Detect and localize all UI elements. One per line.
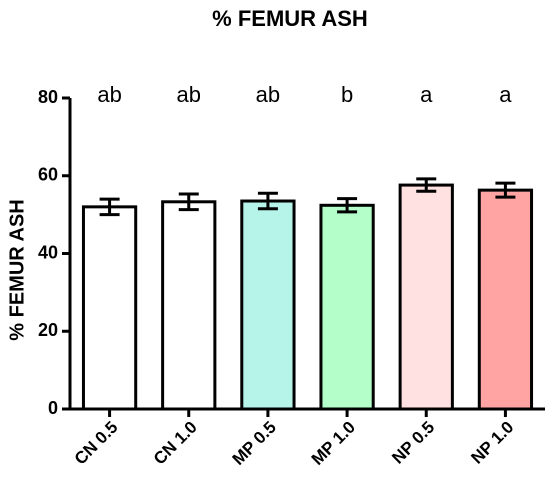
chart-title: % FEMUR ASH (212, 6, 368, 31)
x-tick-label: NP 0.5 (388, 418, 438, 468)
x-tick-label: CN 0.5 (71, 418, 122, 469)
bar (319, 203, 375, 411)
letter-annotation: b (341, 82, 353, 107)
error-bar (178, 192, 199, 212)
y-tick-label: 20 (38, 320, 58, 340)
bar (161, 200, 217, 411)
error-bar (416, 177, 437, 193)
y-tick-label: 60 (38, 165, 58, 185)
letter-annotation: a (420, 82, 433, 107)
bar (81, 205, 138, 411)
y-tick-label: 80 (38, 87, 58, 107)
y-tick-label: 0 (48, 398, 58, 418)
x-tick-label: MP 1.0 (308, 418, 359, 469)
bar (398, 183, 454, 411)
x-tick-label: MP 0.5 (229, 418, 280, 469)
bar (240, 199, 296, 411)
error-bar (495, 181, 516, 199)
x-tick-label: NP 1.0 (467, 418, 517, 468)
letter-annotation: ab (177, 82, 201, 107)
letter-annotation: a (499, 82, 512, 107)
error-bar (99, 197, 120, 217)
bar (477, 188, 534, 411)
y-axis-label: % FEMUR ASH (6, 199, 28, 340)
error-bar (257, 191, 278, 211)
y-tick-label: 40 (38, 242, 58, 262)
letter-annotation: ab (97, 82, 121, 107)
error-bar (337, 197, 358, 214)
x-tick-label: CN 1.0 (150, 418, 201, 469)
letter-annotation: ab (256, 82, 280, 107)
